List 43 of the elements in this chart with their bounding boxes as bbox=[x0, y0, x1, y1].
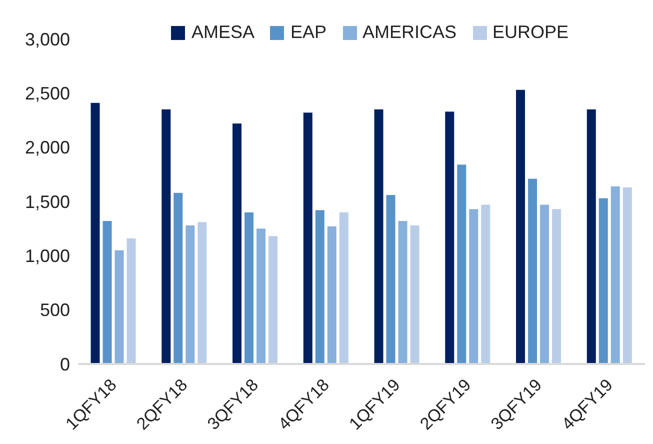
y-tick-label: 2,000 bbox=[24, 138, 70, 158]
bar bbox=[552, 209, 562, 364]
bar bbox=[186, 225, 195, 364]
legend-label: AMERICAS bbox=[362, 22, 457, 43]
y-tick-label: 2,500 bbox=[24, 84, 70, 104]
bar bbox=[610, 186, 620, 364]
bar bbox=[174, 192, 183, 364]
legend-label: EUROPE bbox=[492, 22, 569, 43]
bar bbox=[315, 210, 324, 364]
bar bbox=[469, 209, 478, 364]
legend-label: AMESA bbox=[190, 22, 254, 43]
bar bbox=[528, 178, 538, 364]
bar bbox=[540, 204, 550, 364]
y-tick-label: 3,000 bbox=[24, 29, 70, 50]
bar bbox=[198, 222, 207, 364]
bar bbox=[481, 204, 490, 364]
bar bbox=[90, 102, 100, 364]
bar bbox=[303, 112, 312, 364]
bar bbox=[386, 195, 396, 364]
bar bbox=[398, 221, 408, 364]
bar bbox=[162, 109, 171, 364]
bar bbox=[114, 250, 124, 364]
bar bbox=[327, 226, 336, 364]
bar bbox=[232, 124, 242, 364]
y-tick-label: 1,000 bbox=[24, 246, 70, 266]
bar bbox=[622, 187, 632, 364]
bar bbox=[126, 238, 136, 364]
bar bbox=[598, 198, 608, 364]
bar bbox=[374, 109, 384, 364]
bar bbox=[244, 212, 254, 364]
y-tick-label: 500 bbox=[40, 300, 70, 320]
bar bbox=[256, 228, 266, 364]
bar bbox=[410, 225, 420, 364]
bar bbox=[586, 109, 596, 364]
y-tick-label: 1,500 bbox=[24, 192, 70, 212]
bar bbox=[339, 212, 348, 364]
bar bbox=[102, 221, 112, 364]
y-tick-label: 0 bbox=[60, 354, 70, 374]
bar bbox=[457, 164, 466, 364]
bar bbox=[516, 90, 526, 364]
bar bbox=[268, 236, 278, 364]
bar bbox=[445, 112, 454, 364]
legend-label: EAP bbox=[289, 22, 326, 43]
